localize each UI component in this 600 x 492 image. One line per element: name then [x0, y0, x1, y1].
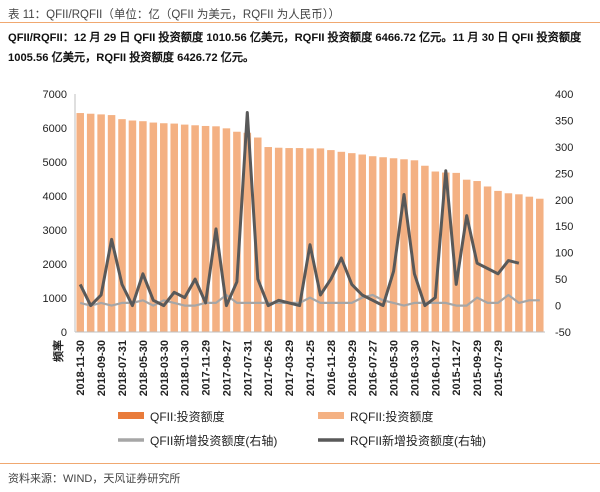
bar-rqfii [201, 125, 210, 333]
x-tick-label: 频率 [51, 340, 65, 362]
bar-rqfii [128, 120, 137, 332]
legend-label: RQFII:投资额度 [350, 409, 433, 424]
legend-label: QFII:投资额度 [150, 409, 225, 424]
x-tick-label: 2018-03-30 [159, 340, 171, 396]
y-tick-label-right: 250 [555, 168, 573, 180]
bar-rqfii [180, 124, 189, 332]
y-tick-label-right: 350 [555, 115, 573, 127]
y-tick-label-right: 200 [555, 195, 573, 207]
bar-rqfii [337, 151, 346, 332]
y-tick-label-left: 3000 [43, 225, 67, 237]
bar-rqfii [295, 148, 304, 332]
y-tick-label-left: 2000 [43, 259, 67, 271]
bar-rqfii [379, 157, 387, 332]
bar-rqfii [358, 154, 366, 332]
bar-rqfii [431, 171, 440, 332]
bar-rqfii [316, 148, 325, 332]
y-tick-label-left: 7000 [43, 89, 67, 101]
x-tick-label: 2018-01-30 [180, 340, 192, 396]
x-tick-label: 2016-05-30 [389, 340, 401, 396]
y-tick-label-right: 400 [555, 89, 573, 101]
x-tick-label: 2017-09-27 [221, 340, 233, 396]
bar-rqfii [410, 160, 419, 332]
bar-rqfii [222, 128, 231, 332]
x-tick-label: 2017-01-25 [305, 340, 317, 396]
bar-rqfii [462, 179, 471, 332]
x-tick-label: 2018-05-30 [138, 340, 150, 396]
x-tick-label: 2016-09-29 [347, 340, 359, 396]
bar-rqfii [536, 198, 544, 332]
bar-rqfii [139, 121, 147, 332]
bar-rqfii [118, 119, 126, 332]
y-tick-label-right: 100 [555, 248, 573, 260]
y-tick-label-right: -50 [555, 327, 571, 339]
x-tick-label: 2018-09-30 [96, 340, 108, 396]
chart-container: 0 1000 2000 3000 4000 5000 6000 7000 -50 0 50 100 15… [0, 78, 600, 458]
y-tick-label-left: 6000 [43, 123, 67, 135]
bar-rqfii [421, 165, 429, 332]
line-qfii-new [79, 293, 540, 307]
y-tick-label-left: 0 [61, 327, 67, 339]
bar-rqfii [107, 115, 116, 332]
x-tick-label: 2016-11-28 [326, 340, 338, 396]
bar-rqfii [76, 113, 84, 332]
chart-svg: 0 1000 2000 3000 4000 5000 6000 7000 -50 0 50 100 15… [43, 89, 574, 448]
x-tick-label: 2018-11-30 [75, 340, 87, 396]
bar-rqfii [442, 172, 450, 332]
legend-label: QFII新增投资额度(右轴) [150, 433, 277, 448]
x-tick-label: 2017-05-26 [263, 340, 275, 396]
x-tick-label: 2017-07-31 [242, 340, 254, 396]
legend-swatch [318, 412, 344, 419]
bar-rqfii [160, 123, 168, 332]
y-tick-label-left: 4000 [43, 191, 67, 203]
y-tick-label-left: 1000 [43, 293, 67, 305]
bar-rqfii [306, 148, 314, 332]
table-caption: 表 11：QFII/RQFII（单位：亿（QFII 为美元，RQFII 为人民币… [8, 9, 341, 21]
bottom-divider [0, 463, 600, 464]
x-tick-label: 2015-07-29 [493, 340, 505, 396]
bar-rqfii [348, 153, 356, 332]
bar-rqfii [494, 190, 502, 332]
x-tick-label: 2015-11-27 [451, 340, 463, 396]
y-tick-label-left: 5000 [43, 157, 67, 169]
chart-lines [78, 111, 540, 308]
x-tick-label: 2016-03-30 [409, 340, 421, 396]
bar-rqfii [254, 137, 262, 332]
bar-rqfii [86, 113, 95, 332]
y-tick-label-right: 0 [555, 301, 561, 313]
bar-rqfii [285, 148, 293, 332]
legend-label: RQFII新增投资额度(右轴) [350, 433, 486, 448]
bar-rqfii [170, 123, 178, 332]
y-tick-label-right: 300 [555, 142, 573, 154]
x-tick-label: 2016-07-27 [368, 340, 380, 396]
x-tick-label: 2016-01-27 [430, 340, 442, 396]
legend-swatch [118, 412, 144, 419]
chart-legend: QFII:投资额度 RQFII:投资额度 QFII新增投资额度(右轴) RQFII新增… [118, 409, 486, 448]
y-tick-label-right: 150 [555, 221, 573, 233]
bar-rqfii [191, 125, 199, 332]
bar-rqfii [327, 150, 335, 332]
x-tick-label: 2017-11-29 [201, 340, 213, 396]
line-rqfii-new [78, 111, 520, 308]
bar-rqfii [264, 147, 272, 332]
bar-rqfii [149, 122, 158, 332]
bar-rqfii [400, 159, 408, 332]
x-tick-label: 2017-03-29 [284, 340, 296, 396]
source-note: 资料来源：WIND，天风证券研究所 [8, 473, 181, 485]
bar-rqfii [452, 172, 460, 332]
y-tick-label-right: 50 [555, 274, 567, 286]
chart-description: QFII/RQFII：12 月 29 日 QFII 投资额度 1010.56 亿… [8, 32, 582, 64]
bar-rqfii [243, 132, 252, 332]
bar-rqfii [368, 156, 377, 332]
bar-rqfii [525, 196, 534, 332]
bar-rqfii [233, 131, 241, 332]
bar-rqfii [389, 158, 398, 332]
chart-axes: 0 1000 2000 3000 4000 5000 6000 7000 -50 0 50 100 15… [43, 89, 574, 396]
bar-rqfii [97, 114, 105, 333]
x-tick-label: 2015-09-29 [472, 340, 484, 396]
bar-rqfii [483, 186, 492, 332]
bar-rqfii [274, 147, 283, 332]
top-divider [0, 22, 600, 23]
x-tick-label: 2018-07-31 [117, 340, 129, 396]
